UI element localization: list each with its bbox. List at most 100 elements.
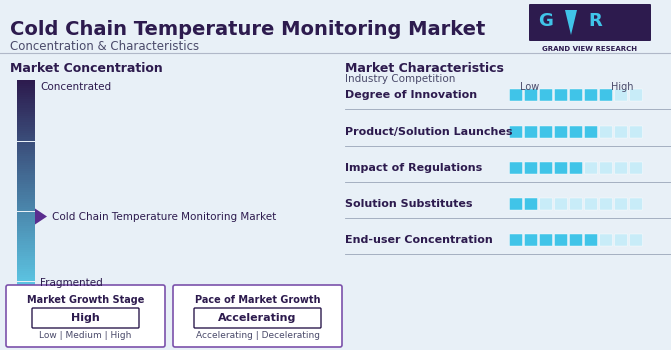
Bar (17, 254, 35, 256)
FancyBboxPatch shape (629, 234, 643, 246)
Bar (17, 218, 35, 220)
Bar (17, 150, 35, 152)
Bar (17, 97, 35, 99)
FancyBboxPatch shape (554, 162, 568, 174)
FancyBboxPatch shape (599, 89, 613, 101)
Text: Product/Solution Launches: Product/Solution Launches (345, 127, 513, 137)
Text: Low: Low (520, 82, 539, 92)
Bar (17, 231, 35, 233)
Bar (17, 177, 35, 180)
FancyBboxPatch shape (584, 162, 597, 174)
Bar (17, 256, 35, 258)
FancyBboxPatch shape (584, 198, 597, 210)
Bar (17, 271, 35, 273)
FancyBboxPatch shape (509, 234, 523, 246)
FancyBboxPatch shape (509, 162, 523, 174)
Bar (17, 141, 35, 144)
Bar (17, 110, 35, 112)
Bar (17, 286, 35, 288)
Text: Low | Medium | High: Low | Medium | High (40, 330, 132, 340)
Text: Industry Competition: Industry Competition (345, 74, 456, 84)
Bar (17, 82, 35, 84)
Text: Concentrated: Concentrated (40, 82, 111, 92)
Text: Pace of Market Growth: Pace of Market Growth (195, 295, 320, 305)
Bar (17, 247, 35, 250)
Bar (17, 173, 35, 175)
Bar (17, 146, 35, 148)
Text: Market Characteristics: Market Characteristics (345, 62, 504, 75)
Bar (17, 214, 35, 216)
Bar (17, 91, 35, 93)
Bar (17, 216, 35, 218)
Bar (17, 144, 35, 146)
Bar (17, 201, 35, 203)
Bar (17, 193, 35, 195)
Bar (17, 203, 35, 205)
Bar (17, 239, 35, 241)
Text: Market Growth Stage: Market Growth Stage (27, 295, 144, 305)
Bar (17, 80, 35, 82)
Bar (17, 250, 35, 252)
FancyBboxPatch shape (539, 162, 552, 174)
FancyBboxPatch shape (615, 162, 627, 174)
Text: End-user Concentration: End-user Concentration (345, 235, 493, 245)
Bar (17, 103, 35, 105)
Bar (17, 169, 35, 171)
Bar (17, 290, 35, 292)
FancyBboxPatch shape (615, 198, 627, 210)
FancyBboxPatch shape (599, 126, 613, 138)
Bar (17, 93, 35, 95)
Bar (17, 180, 35, 182)
Text: Accelerating | Decelerating: Accelerating | Decelerating (195, 330, 319, 340)
FancyBboxPatch shape (525, 162, 537, 174)
Text: High: High (71, 313, 100, 323)
Bar (17, 273, 35, 275)
Bar (17, 139, 35, 141)
Bar (17, 163, 35, 165)
Bar (17, 154, 35, 156)
Bar (17, 171, 35, 173)
Bar (17, 260, 35, 262)
FancyBboxPatch shape (599, 234, 613, 246)
FancyBboxPatch shape (570, 126, 582, 138)
FancyBboxPatch shape (554, 234, 568, 246)
FancyBboxPatch shape (584, 89, 597, 101)
FancyBboxPatch shape (615, 234, 627, 246)
Bar (17, 199, 35, 201)
FancyBboxPatch shape (615, 89, 627, 101)
FancyBboxPatch shape (584, 126, 597, 138)
Bar (17, 122, 35, 125)
FancyBboxPatch shape (570, 89, 582, 101)
FancyBboxPatch shape (554, 89, 568, 101)
Bar (17, 99, 35, 101)
Bar (17, 167, 35, 169)
Bar (17, 105, 35, 107)
Bar (17, 190, 35, 192)
Bar (17, 233, 35, 235)
Bar (17, 148, 35, 150)
Bar (17, 129, 35, 131)
Text: Accelerating: Accelerating (218, 313, 297, 323)
Bar (17, 265, 35, 267)
Bar (17, 161, 35, 163)
FancyBboxPatch shape (584, 234, 597, 246)
Bar (17, 288, 35, 290)
FancyBboxPatch shape (525, 126, 537, 138)
Bar (17, 243, 35, 245)
Bar (17, 156, 35, 159)
FancyBboxPatch shape (525, 234, 537, 246)
Bar (17, 86, 35, 89)
Bar (17, 245, 35, 247)
FancyBboxPatch shape (509, 126, 523, 138)
Bar (17, 182, 35, 184)
Text: Cold Chain Temperature Monitoring Market: Cold Chain Temperature Monitoring Market (52, 211, 276, 222)
Bar (17, 267, 35, 269)
Bar (17, 89, 35, 91)
Bar (17, 277, 35, 279)
Bar (17, 84, 35, 86)
Bar (17, 165, 35, 167)
Bar (17, 152, 35, 154)
Bar (17, 275, 35, 277)
Bar (17, 284, 35, 286)
Bar (17, 107, 35, 110)
